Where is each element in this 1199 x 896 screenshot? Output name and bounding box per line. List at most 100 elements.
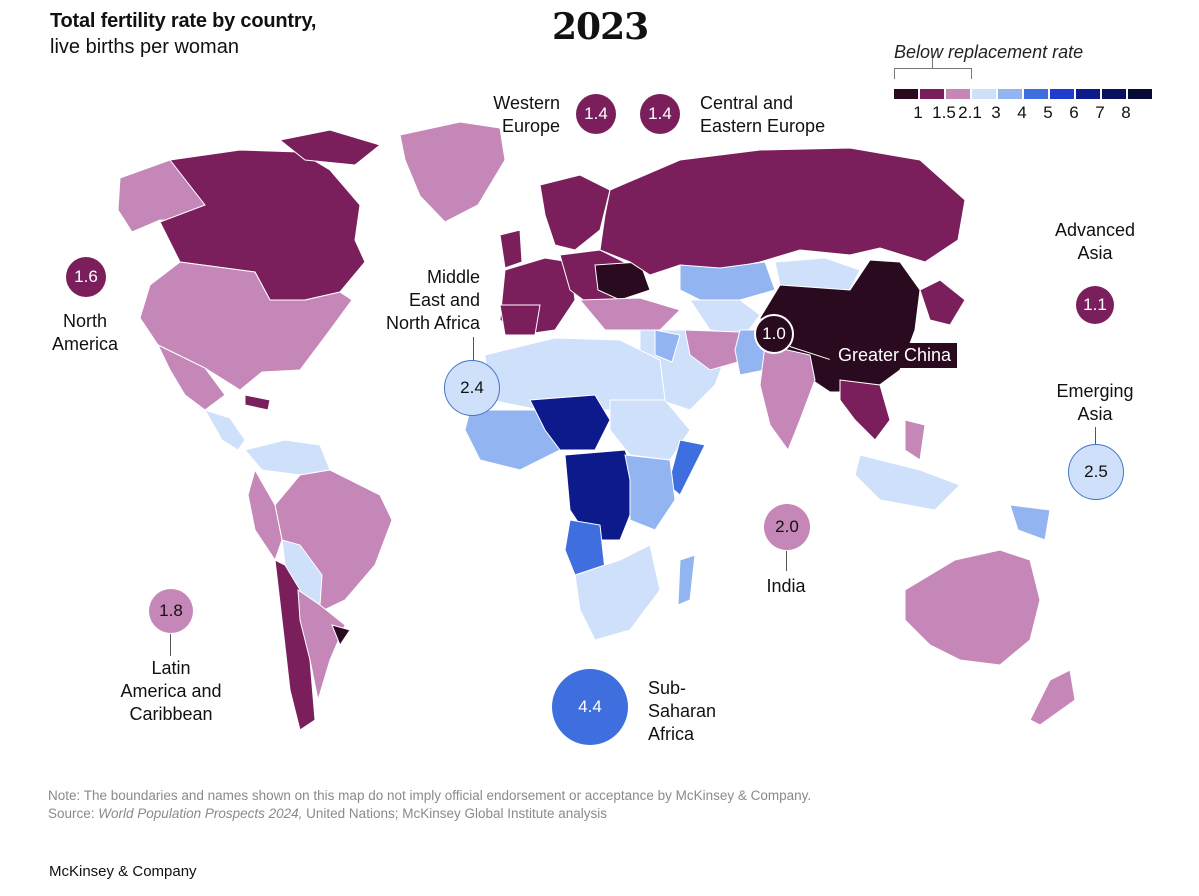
mena-value: 2.4 (460, 378, 484, 397)
source-prefix: Source: (48, 806, 99, 821)
map-greenland (399, 121, 506, 223)
legend-tick-label: 5 (1043, 103, 1053, 122)
map-caribbean (244, 394, 271, 411)
north-america-label: North America (40, 310, 130, 356)
western-europe-bubble: 1.4 (576, 94, 616, 134)
emerging-asia-bubble: 2.5 (1068, 444, 1124, 500)
emerging-asia-label: Emerging Asia (1040, 380, 1150, 426)
legend-swatch (1076, 89, 1100, 99)
north-america-name-2: America (51, 334, 118, 354)
latin-america-connector (170, 634, 171, 656)
map-southern-africa (574, 544, 661, 641)
map-balkans-turkey (578, 297, 681, 331)
sub-saharan-africa-name-3: Africa (648, 724, 695, 744)
legend-title: Below replacement rate (894, 42, 1084, 62)
north-america-name-1: North (62, 311, 107, 331)
central-eastern-europe-value: 1.4 (648, 104, 672, 123)
legend-swatch (1102, 89, 1126, 99)
legend-tick-label: 6 (1069, 103, 1079, 122)
map-uruguay (331, 624, 351, 647)
legend-bracket (894, 68, 972, 79)
map-korea-japan (919, 279, 966, 326)
legend-swatch (946, 89, 970, 99)
map-central-america (203, 409, 246, 451)
western-europe-label: Western Europe (470, 92, 560, 138)
advanced-asia-name-1: Advanced (1054, 220, 1136, 240)
legend-ticks: 1 1.5 2.1 3 4 5 6 7 8 (894, 103, 1164, 125)
sub-saharan-africa-label: Sub- Saharan Africa (648, 677, 738, 746)
legend-color-scale (894, 89, 1154, 99)
legend-tick-label: 1 (913, 103, 923, 122)
legend-bracket-tick (932, 58, 933, 69)
mena-name-2: East and (408, 290, 480, 310)
legend-swatch (920, 89, 944, 99)
map-colombia-venezuela (244, 439, 331, 476)
india-value: 2.0 (775, 517, 799, 536)
legend-swatch (1050, 89, 1074, 99)
india-bubble: 2.0 (764, 504, 810, 550)
legend-tick-label: 8 (1121, 103, 1131, 122)
chart-title: Total fertility rate by country, (50, 10, 317, 32)
mena-name-1: Middle (426, 267, 480, 287)
emerging-asia-connector (1095, 427, 1096, 445)
legend-swatch (972, 89, 996, 99)
map-iraq (654, 329, 681, 363)
legend-tick-label: 1.5 (932, 103, 956, 122)
map-chile (274, 559, 316, 731)
india-label: India (746, 575, 826, 598)
india-name-1: India (766, 576, 806, 596)
legend-tick-label: 2.1 (958, 103, 982, 122)
sub-saharan-africa-value: 4.4 (578, 697, 602, 716)
map-iran (684, 329, 746, 371)
legend-tick-label: 3 (991, 103, 1001, 122)
map-uk-ireland (499, 229, 523, 269)
western-europe-name-1: Western (493, 93, 560, 113)
latin-america-name-1: Latin (151, 658, 191, 678)
map-png (1009, 504, 1051, 541)
map-usa (139, 261, 353, 391)
central-eastern-europe-name-2: Eastern Europe (700, 116, 826, 136)
map-kazakhstan (679, 261, 776, 301)
latin-america-value: 1.8 (159, 601, 183, 620)
greater-china-label: Greater China (832, 343, 958, 368)
brand-logo: McKinsey & Company (49, 863, 197, 880)
greater-china-bubble: 1.0 (754, 314, 794, 354)
sub-saharan-africa-name-1: Sub- (648, 678, 687, 698)
map-philippines (904, 419, 926, 461)
legend-swatch (1024, 89, 1048, 99)
central-eastern-europe-name-1: Central and (700, 93, 794, 113)
legend-swatch (998, 89, 1022, 99)
map-east-africa (624, 454, 676, 531)
map-madagascar (677, 554, 696, 606)
india-connector (786, 551, 787, 571)
mena-name-3: North Africa (385, 313, 480, 333)
note-line: Note: The boundaries and names shown on … (48, 788, 812, 803)
western-europe-name-2: Europe (501, 116, 560, 136)
sub-saharan-africa-bubble: 4.4 (552, 669, 628, 745)
map-india (759, 344, 816, 452)
year-label: 2023 (552, 6, 649, 48)
legend-swatch (894, 89, 918, 99)
advanced-asia-name-2: Asia (1077, 243, 1113, 263)
map-sahel-dark (529, 394, 611, 451)
source-line: Source: World Population Prospects 2024,… (48, 805, 811, 823)
map-indonesia (854, 454, 961, 511)
mena-bubble: 2.4 (444, 360, 500, 416)
chart-subtitle: live births per woman (50, 36, 239, 58)
map-iberia (499, 304, 541, 336)
map-scandinavia (539, 174, 611, 251)
map-russia (599, 147, 966, 276)
map-peru-andes (247, 468, 283, 562)
advanced-asia-value: 1.1 (1083, 295, 1107, 314)
north-america-value: 1.6 (74, 267, 98, 286)
legend-tick-label: 4 (1017, 103, 1027, 122)
map-argentina (297, 589, 346, 701)
map-australia (904, 549, 1041, 666)
latin-america-bubble: 1.8 (149, 589, 193, 633)
source-rest: United Nations; McKinsey Global Institut… (302, 806, 608, 821)
map-new-zealand (1029, 669, 1076, 726)
sub-saharan-africa-name-2: Saharan (648, 701, 717, 721)
central-eastern-europe-label: Central and Eastern Europe (700, 92, 850, 138)
emerging-asia-name-1: Emerging (1056, 381, 1134, 401)
